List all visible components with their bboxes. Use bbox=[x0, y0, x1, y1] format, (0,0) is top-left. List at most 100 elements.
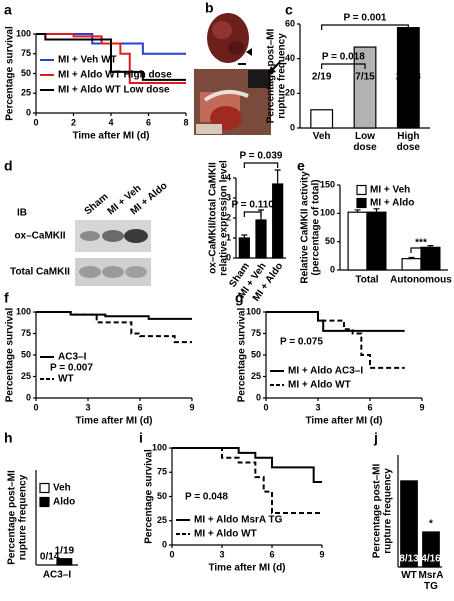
bar bbox=[353, 46, 377, 129]
x-tick-label: Autonomous bbox=[390, 275, 452, 286]
y-tick-label: 100 bbox=[16, 306, 31, 316]
bar bbox=[272, 183, 284, 259]
y-tick-label: 25 bbox=[21, 88, 31, 98]
x-tick-label-box: Low dose bbox=[353, 131, 377, 153]
y-tick-label: 0 bbox=[290, 122, 295, 132]
value-label: 8/13 bbox=[399, 554, 419, 565]
y-tick-label: 75 bbox=[21, 48, 31, 58]
panel-letter: f bbox=[4, 290, 9, 306]
x-tick-label: 3 bbox=[315, 402, 320, 412]
panel-letter: i bbox=[139, 430, 143, 446]
x-tick-label: 6 bbox=[146, 117, 151, 127]
legend-label: AC3–I bbox=[58, 352, 87, 363]
y-tick-label: 100 bbox=[246, 306, 261, 316]
x-tick-label: 8 bbox=[183, 117, 188, 127]
bar bbox=[347, 211, 368, 271]
bar bbox=[56, 558, 73, 566]
survival-line bbox=[172, 447, 322, 483]
x-tick-label: Veh bbox=[312, 131, 331, 142]
annotation: P = 0.007 bbox=[50, 363, 93, 374]
y-tick-label: 3 bbox=[226, 192, 231, 202]
legend-label: MI + Aldo WT Low dose bbox=[58, 85, 170, 96]
y-tick-label: 75 bbox=[21, 328, 31, 338]
x-tick-label-box: Veh bbox=[312, 131, 331, 142]
legend-label: MI + Aldo WT bbox=[194, 529, 257, 540]
y-axis-label: rupture frequency bbox=[277, 33, 288, 119]
x-tick-label-box: MsrA TG bbox=[418, 570, 443, 592]
legend-label: WT bbox=[58, 374, 74, 385]
x-tick-label: Low dose bbox=[353, 131, 377, 153]
x-tick-label: 6 bbox=[137, 402, 142, 412]
x-tick-label: 3 bbox=[219, 549, 224, 559]
panel-letter: j bbox=[373, 430, 378, 446]
y-axis-label: Relative CaMKII activity bbox=[300, 171, 311, 284]
x-tick-label: 3 bbox=[85, 402, 90, 412]
heart-photo bbox=[207, 13, 252, 65]
bar bbox=[255, 219, 267, 259]
y-tick-label: 4 bbox=[226, 172, 231, 182]
x-tick-label: High dose bbox=[396, 131, 420, 153]
survival-line bbox=[36, 311, 192, 344]
y-axis-label: Percentage post–MI bbox=[7, 470, 18, 565]
panel-letter: g bbox=[235, 290, 244, 306]
panel-letter: e bbox=[297, 158, 305, 174]
error-bar bbox=[427, 245, 434, 248]
western-blot bbox=[75, 220, 151, 286]
significance-bracket bbox=[321, 24, 409, 30]
y-tick-label: 50 bbox=[21, 349, 31, 359]
y-axis-label: Percentage survival bbox=[144, 449, 155, 544]
bar bbox=[401, 258, 422, 271]
legend-label: MI + Aldo WT bbox=[288, 380, 351, 391]
y-tick-label: 0 bbox=[26, 392, 31, 402]
y-axis-label: rupture frequency bbox=[383, 468, 394, 554]
x-tick-label-box: WT bbox=[401, 570, 417, 581]
value-label: 1/19 bbox=[55, 545, 75, 556]
surgery-photo bbox=[194, 61, 281, 135]
y-tick-label: 50 bbox=[251, 349, 261, 359]
annotation: P = 0.018 bbox=[322, 52, 365, 63]
y-tick-label: 25 bbox=[251, 371, 261, 381]
x-tick-label: 0 bbox=[169, 549, 174, 559]
survival-line bbox=[36, 33, 186, 81]
significance-bracket bbox=[243, 211, 262, 217]
legend-swatch bbox=[356, 184, 367, 196]
value-label: 2/19 bbox=[312, 72, 332, 83]
error-bar bbox=[373, 208, 380, 213]
y-tick-label: 60 bbox=[285, 18, 295, 28]
x-tick-label: 0 bbox=[33, 402, 38, 412]
y-tick-label: 50 bbox=[325, 236, 335, 246]
error-bar bbox=[274, 169, 281, 184]
survival-line bbox=[172, 447, 322, 514]
y-tick-label: 100 bbox=[152, 442, 167, 452]
bar bbox=[422, 531, 440, 568]
legend-label: MI + Veh WT bbox=[58, 55, 117, 66]
y-axis-label: Percentage post–MI bbox=[372, 464, 383, 559]
x-axis-label: Time after MI (d) bbox=[72, 131, 149, 142]
significance-bracket bbox=[410, 247, 432, 253]
legend-label: MI + Aldo MsrA TG bbox=[194, 515, 283, 526]
x-axis-label: Time after MI (d) bbox=[75, 416, 152, 427]
value-label: 0/14 bbox=[40, 552, 60, 563]
y-axis-label: Percentage survival bbox=[5, 26, 16, 121]
x-tick-label: AC3–I bbox=[43, 570, 72, 581]
y-axis-label: ox–CaMKII/total CaMKII bbox=[208, 162, 219, 274]
y-tick-label: 0 bbox=[26, 107, 31, 117]
x-axis-label: Time after MI (d) bbox=[305, 416, 382, 427]
legend-label: MI + Aldo AC3–I bbox=[288, 366, 363, 377]
y-tick-label: 40 bbox=[285, 53, 295, 63]
annotation: P = 0.048 bbox=[185, 492, 228, 503]
x-axis-label: Time after MI (d) bbox=[208, 563, 285, 574]
legend-label: MI + Aldo WT High dose bbox=[58, 70, 172, 81]
value-label: 4/16 bbox=[421, 554, 441, 565]
legend-swatch bbox=[39, 482, 50, 494]
y-axis-label: Percentage post–MI bbox=[266, 29, 277, 124]
legend-swatch bbox=[356, 197, 367, 209]
error-bar bbox=[408, 256, 415, 259]
y-tick-label: 25 bbox=[21, 371, 31, 381]
panel-letter: c bbox=[285, 2, 293, 18]
annotation: *** bbox=[415, 238, 427, 249]
x-tick-label: 0 bbox=[33, 117, 38, 127]
y-tick-label: 50 bbox=[157, 491, 167, 501]
